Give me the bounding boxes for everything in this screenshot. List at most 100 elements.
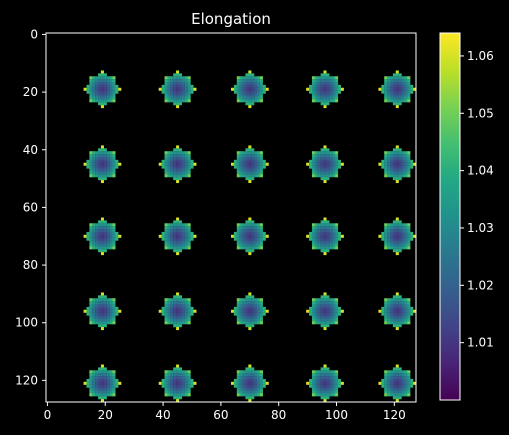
heatmap-cell — [92, 393, 96, 397]
heatmap-cell — [170, 151, 174, 155]
heatmap-cell — [245, 226, 249, 230]
heatmap-cell — [100, 370, 104, 374]
heatmap-cell — [173, 249, 177, 253]
heatmap-cell — [326, 226, 330, 230]
y-tick-label: 80 — [23, 258, 38, 272]
heatmap-cell — [176, 396, 180, 400]
heatmap-cell — [248, 156, 252, 160]
heatmap-cell — [392, 159, 396, 163]
heatmap-cell — [176, 240, 180, 244]
heatmap-cell — [320, 162, 324, 166]
heatmap-cell — [239, 387, 243, 391]
heatmap-cell — [335, 298, 339, 302]
heatmap-cell — [100, 177, 104, 181]
heatmap-cell — [239, 99, 243, 103]
heatmap-cell — [332, 246, 336, 250]
heatmap-cell — [89, 82, 93, 86]
heatmap-cell — [248, 240, 252, 244]
heatmap-cell — [245, 396, 249, 400]
heatmap-cell — [112, 223, 116, 227]
heatmap-cell — [164, 234, 168, 238]
heatmap-cell — [395, 93, 399, 97]
heatmap-cell — [239, 229, 243, 233]
heatmap-cell — [176, 303, 180, 308]
heatmap-cell — [320, 315, 324, 319]
heatmap-cell — [167, 378, 171, 382]
heatmap-cell — [245, 393, 249, 397]
heatmap-cell — [323, 324, 327, 328]
heatmap-cell — [389, 321, 394, 325]
heatmap-cell — [164, 174, 168, 178]
heatmap-cell — [176, 292, 180, 296]
heatmap-cell — [103, 381, 107, 385]
heatmap-cell — [395, 168, 399, 172]
heatmap-cell — [178, 93, 183, 97]
heatmap-cell — [106, 378, 110, 382]
heatmap-cell — [170, 229, 174, 233]
heatmap-cell — [248, 246, 252, 250]
heatmap-cell — [337, 384, 341, 388]
heatmap-cell — [100, 148, 104, 152]
heatmap-cell — [392, 243, 396, 247]
heatmap-cell — [262, 384, 266, 388]
heatmap-cell — [320, 381, 324, 385]
heatmap-cell — [410, 87, 414, 91]
x-tick-label: 40 — [155, 408, 170, 422]
heatmap-cell — [236, 156, 240, 160]
heatmap-cell — [112, 84, 116, 88]
heatmap-cell — [181, 84, 185, 88]
heatmap-cell — [309, 237, 313, 241]
heatmap-cell — [89, 223, 93, 227]
heatmap-cell — [410, 84, 414, 88]
heatmap-cell — [401, 165, 405, 169]
heatmap-cell — [106, 171, 110, 175]
heatmap-cell — [395, 145, 399, 149]
heatmap-cell — [332, 303, 336, 308]
heatmap-cell — [164, 309, 168, 313]
heatmap-cell — [387, 384, 391, 388]
heatmap-cell — [398, 370, 402, 374]
heatmap-cell — [259, 168, 263, 172]
heatmap-cell — [389, 159, 394, 163]
heatmap-cell — [173, 370, 177, 374]
heatmap-cell — [98, 321, 102, 325]
heatmap-cell — [407, 321, 411, 325]
heatmap-cell — [257, 384, 261, 388]
heatmap-cell — [106, 159, 110, 163]
heatmap-cell — [384, 370, 388, 374]
heatmap-cell — [89, 376, 93, 380]
heatmap-cell — [173, 306, 177, 310]
heatmap-cell — [178, 229, 183, 233]
heatmap-cell — [112, 243, 116, 247]
heatmap-cell — [398, 312, 402, 316]
heatmap-cell — [251, 231, 255, 235]
heatmap-cell — [245, 220, 249, 224]
heatmap-cell — [158, 87, 162, 91]
heatmap-cell — [259, 234, 263, 238]
heatmap-cell — [404, 376, 408, 380]
heatmap-cell — [329, 87, 333, 91]
heatmap-cell — [173, 381, 177, 385]
heatmap-cell — [335, 387, 339, 391]
heatmap-cell — [259, 301, 263, 305]
heatmap-cell — [245, 148, 249, 152]
heatmap-cell — [164, 240, 168, 244]
heatmap-cell — [326, 168, 330, 172]
heatmap-cell — [236, 240, 240, 244]
heatmap-cell — [329, 384, 333, 388]
heatmap-cell — [112, 301, 116, 305]
heatmap-cell — [190, 231, 194, 235]
y-tick-label: 120 — [15, 373, 38, 387]
heatmap-cell — [389, 376, 394, 380]
heatmap-cell — [384, 301, 388, 305]
heatmap-cell — [320, 223, 324, 227]
heatmap-cell — [245, 318, 249, 322]
heatmap-cell — [112, 237, 116, 241]
heatmap-cell — [387, 76, 391, 80]
heatmap-cell — [404, 229, 408, 233]
heatmap-cell — [398, 82, 402, 86]
heatmap-cell — [245, 243, 249, 247]
heatmap-cell — [320, 102, 324, 106]
heatmap-cell — [398, 90, 402, 94]
heatmap-cell — [92, 159, 96, 163]
